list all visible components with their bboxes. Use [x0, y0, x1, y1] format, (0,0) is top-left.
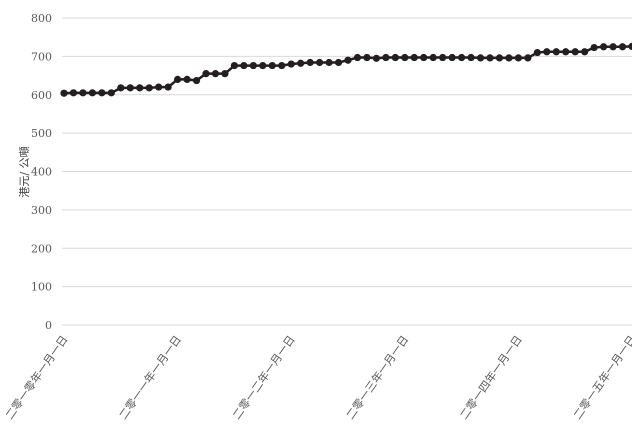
data-point: [600, 43, 608, 51]
x-tick-label: 二零一五年一月一日: [570, 333, 632, 422]
data-point: [571, 48, 579, 56]
data-point: [458, 53, 466, 62]
y-tick-label: 0: [45, 319, 52, 332]
data-point: [60, 89, 68, 97]
data-point: [429, 53, 437, 62]
data-point: [88, 89, 96, 97]
x-tick-label: 二零一一年一月一日: [116, 333, 184, 422]
data-point: [391, 53, 399, 62]
data-point: [79, 89, 87, 97]
x-tick-label: 二零一零年一月一日: [2, 333, 70, 422]
x-tick-label: 二零一三年一月一日: [343, 333, 411, 422]
y-tick-label: 300: [31, 204, 52, 217]
data-point: [401, 53, 409, 62]
data-point: [202, 70, 210, 78]
data-point: [552, 48, 560, 56]
data-point: [609, 43, 617, 51]
data-point: [467, 53, 475, 62]
y-tick-label: 600: [31, 89, 52, 102]
data-point: [126, 84, 134, 92]
data-point: [297, 59, 305, 67]
data-point: [562, 48, 570, 56]
data-point: [382, 53, 390, 62]
data-point: [514, 54, 523, 62]
y-tick-labels: 0 100 200 300 400 500 600 700 800: [31, 12, 52, 332]
x-tick-label: 二零一二年一月一日: [229, 333, 297, 422]
data-point: [230, 61, 238, 70]
data-point: [287, 60, 295, 68]
y-tick-label: 700: [31, 50, 52, 63]
x-tick-label: 二零一四年一月一日: [457, 333, 525, 422]
y-tick-label: 500: [31, 127, 52, 140]
data-point: [524, 54, 532, 62]
data-point: [325, 58, 333, 67]
data-point: [174, 75, 182, 83]
data-point: [476, 54, 485, 62]
data-point: [164, 83, 172, 91]
y-tick-label: 400: [31, 166, 52, 179]
data-point: [107, 89, 115, 97]
data-point: [543, 48, 551, 56]
series-line: [60, 42, 632, 97]
data-point: [363, 53, 371, 62]
x-tick-labels: 二零一零年一月一日 二零一一年一月一日 二零一二年一月一日 二零一三年一月一日 二零一四…: [2, 333, 632, 422]
data-point: [590, 43, 598, 52]
data-point: [505, 54, 513, 62]
data-point: [145, 84, 153, 92]
y-tick-label: 800: [31, 12, 52, 25]
data-point: [495, 54, 504, 62]
data-point: [533, 48, 541, 57]
data-point: [353, 53, 362, 62]
data-point: [581, 48, 589, 56]
data-point: [98, 89, 106, 97]
data-point: [211, 70, 220, 78]
y-tick-label: 200: [31, 242, 52, 255]
gridlines: [62, 17, 632, 326]
data-point: [268, 61, 276, 70]
data-point: [240, 61, 248, 70]
data-point: [278, 61, 286, 70]
data-point: [410, 53, 418, 62]
data-point: [618, 43, 627, 51]
data-point: [69, 89, 78, 97]
data-point: [306, 58, 314, 67]
data-point: [316, 58, 324, 67]
y-tick-label: 100: [31, 281, 52, 294]
data-point: [155, 83, 163, 91]
data-point: [117, 84, 125, 92]
data-point: [334, 58, 343, 67]
data-point: [448, 53, 456, 62]
data-point: [183, 75, 191, 83]
data-point: [628, 42, 632, 50]
data-point: [259, 61, 267, 70]
data-point: [486, 54, 494, 62]
data-point: [420, 53, 428, 62]
data-point: [221, 70, 229, 78]
data-point: [372, 54, 380, 62]
data-point: [192, 76, 201, 85]
data-point: [439, 53, 447, 62]
data-point: [136, 84, 144, 92]
y-axis-label: 港元/ 公噸: [17, 146, 31, 197]
data-point: [344, 56, 352, 64]
data-point: [249, 61, 257, 70]
